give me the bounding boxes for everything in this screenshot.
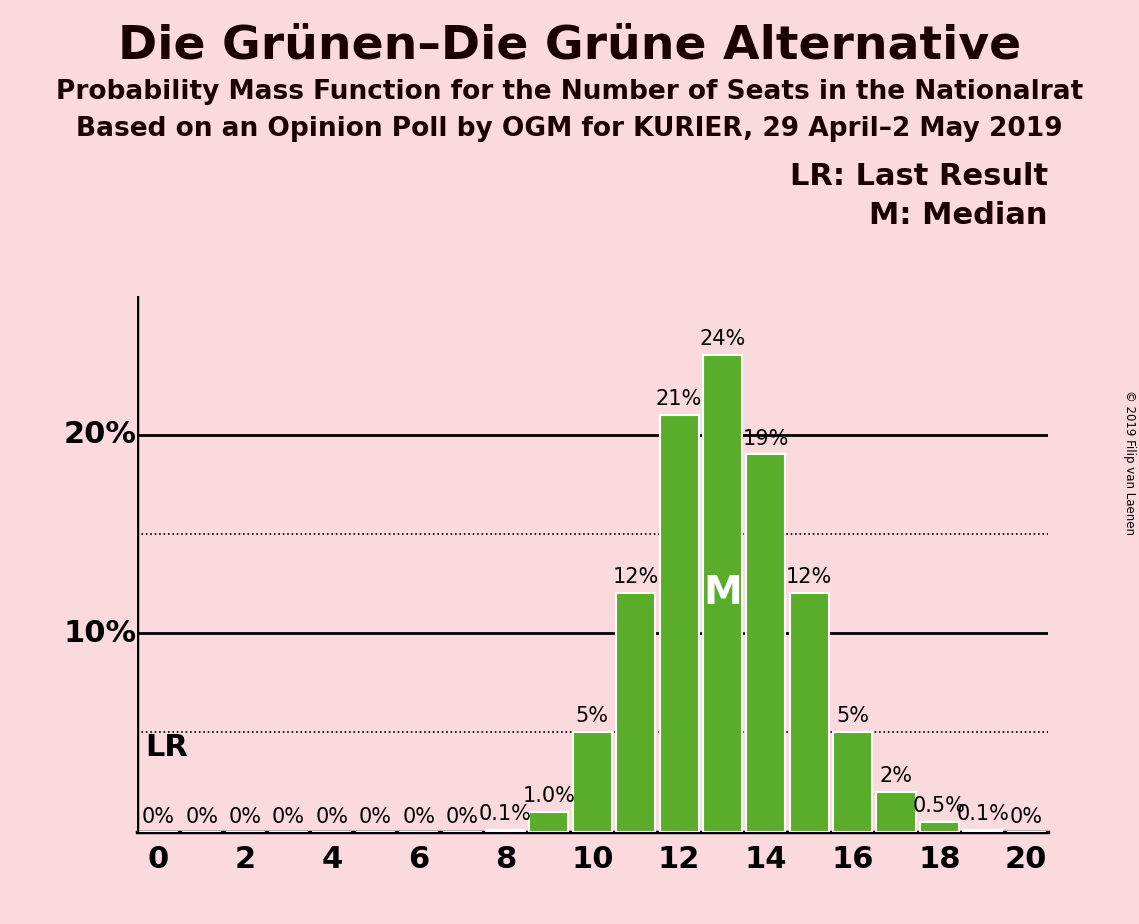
Text: 12%: 12% <box>613 567 658 588</box>
Text: 24%: 24% <box>699 329 746 349</box>
Text: 0%: 0% <box>402 807 435 827</box>
Bar <box>659 415 698 832</box>
Text: 0%: 0% <box>272 807 305 827</box>
Text: 20%: 20% <box>64 420 137 449</box>
Text: 0%: 0% <box>1009 807 1042 827</box>
Text: Die Grünen–Die Grüne Alternative: Die Grünen–Die Grüne Alternative <box>118 23 1021 68</box>
Text: 0%: 0% <box>186 807 219 827</box>
Bar <box>833 733 872 832</box>
Text: M: Median: M: Median <box>869 201 1048 230</box>
Bar <box>877 792 916 832</box>
Bar <box>573 733 612 832</box>
Text: © 2019 Filip van Laenen: © 2019 Filip van Laenen <box>1123 390 1137 534</box>
Text: 0.1%: 0.1% <box>957 804 1009 823</box>
Text: 0%: 0% <box>316 807 349 827</box>
Text: 0%: 0% <box>359 807 392 827</box>
Text: 21%: 21% <box>656 389 702 408</box>
Text: 5%: 5% <box>576 707 608 726</box>
Text: Probability Mass Function for the Number of Seats in the Nationalrat: Probability Mass Function for the Number… <box>56 79 1083 104</box>
Bar <box>486 830 525 832</box>
Text: 19%: 19% <box>743 429 789 448</box>
Bar <box>964 830 1002 832</box>
Text: 5%: 5% <box>836 707 869 726</box>
Text: 10%: 10% <box>64 618 137 648</box>
Bar <box>616 593 655 832</box>
Bar <box>789 593 829 832</box>
Text: M: M <box>703 575 741 613</box>
Text: 0.5%: 0.5% <box>913 796 966 816</box>
Bar <box>530 812 568 832</box>
Text: 0%: 0% <box>229 807 262 827</box>
Text: LR: LR <box>146 733 188 762</box>
Text: LR: Last Result: LR: Last Result <box>789 162 1048 190</box>
Text: 1.0%: 1.0% <box>523 785 575 806</box>
Bar <box>703 355 741 832</box>
Text: 0.1%: 0.1% <box>480 804 532 823</box>
Bar <box>920 821 959 832</box>
Text: 12%: 12% <box>786 567 833 588</box>
Text: Based on an Opinion Poll by OGM for KURIER, 29 April–2 May 2019: Based on an Opinion Poll by OGM for KURI… <box>76 116 1063 141</box>
Bar <box>746 455 786 832</box>
Text: 0%: 0% <box>445 807 478 827</box>
Text: 2%: 2% <box>879 766 912 786</box>
Text: 0%: 0% <box>142 807 175 827</box>
